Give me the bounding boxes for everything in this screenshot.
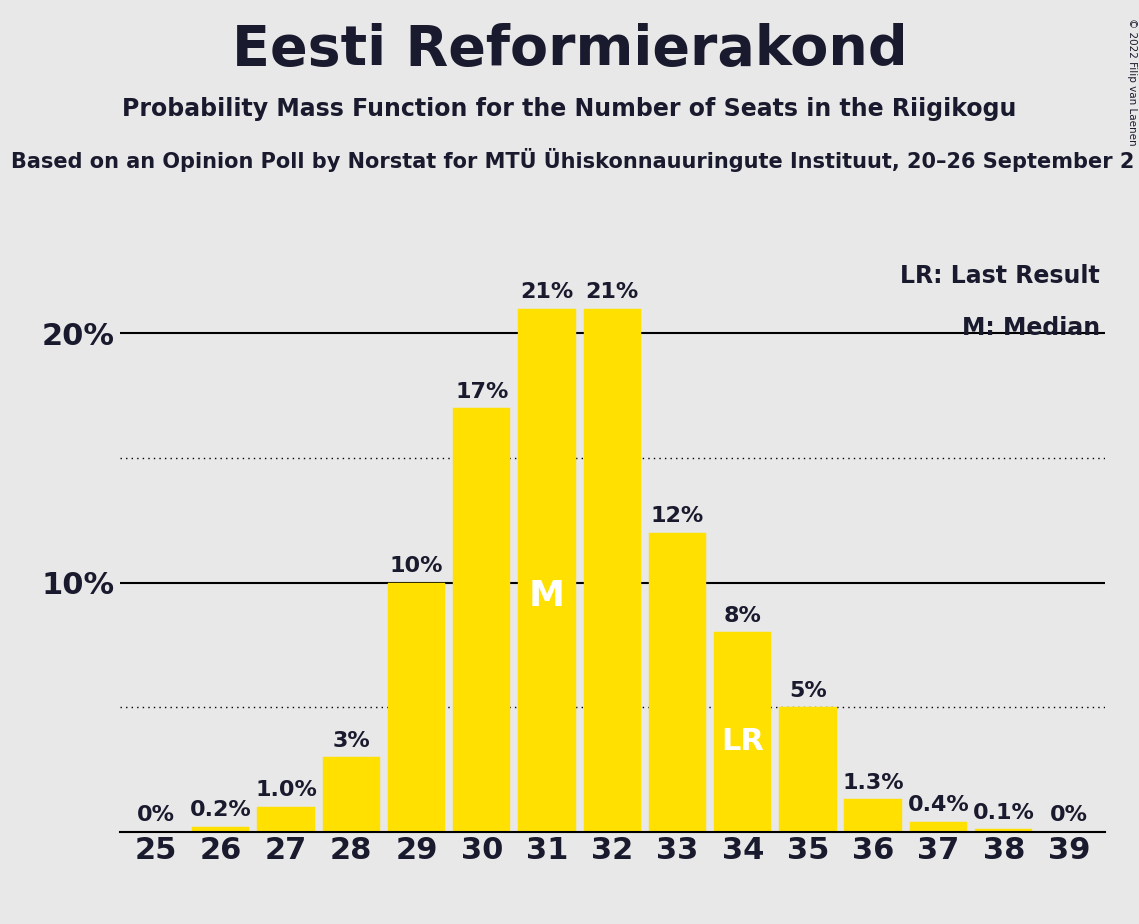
Text: Eesti Reformierakond: Eesti Reformierakond <box>231 23 908 77</box>
Text: 1.0%: 1.0% <box>255 781 317 800</box>
Bar <box>192 827 249 832</box>
Text: 8%: 8% <box>723 606 762 626</box>
Text: 1.3%: 1.3% <box>843 773 904 793</box>
Text: 17%: 17% <box>454 382 508 402</box>
Text: 21%: 21% <box>521 283 574 302</box>
Bar <box>975 829 1032 832</box>
Text: © 2022 Filip van Laenen: © 2022 Filip van Laenen <box>1126 18 1137 146</box>
Text: 0.2%: 0.2% <box>190 800 252 821</box>
Text: 12%: 12% <box>650 506 704 527</box>
Text: LR: Last Result: LR: Last Result <box>900 264 1100 288</box>
Text: M: M <box>528 579 565 614</box>
Text: LR: LR <box>721 727 764 757</box>
Text: 0%: 0% <box>137 806 174 825</box>
Text: 21%: 21% <box>585 283 639 302</box>
Bar <box>779 707 837 832</box>
Bar <box>714 632 771 832</box>
Text: 0.4%: 0.4% <box>908 796 969 815</box>
Bar <box>910 821 967 832</box>
Bar <box>453 408 510 832</box>
Bar <box>844 799 902 832</box>
Bar <box>257 807 314 832</box>
Text: Probability Mass Function for the Number of Seats in the Riigikogu: Probability Mass Function for the Number… <box>122 97 1017 121</box>
Text: Based on an Opinion Poll by Norstat for MTÜ Ühiskonnauuringute Instituut, 20–26 : Based on an Opinion Poll by Norstat for … <box>11 148 1134 172</box>
Text: 10%: 10% <box>390 556 443 577</box>
Text: 0.1%: 0.1% <box>973 803 1034 823</box>
Bar <box>322 757 380 832</box>
Bar <box>649 533 706 832</box>
Bar <box>387 582 445 832</box>
Bar <box>583 309 641 832</box>
Text: 0%: 0% <box>1050 806 1088 825</box>
Text: M: Median: M: Median <box>961 316 1100 340</box>
Text: 5%: 5% <box>789 681 827 700</box>
Bar <box>518 309 575 832</box>
Text: 3%: 3% <box>333 731 370 750</box>
